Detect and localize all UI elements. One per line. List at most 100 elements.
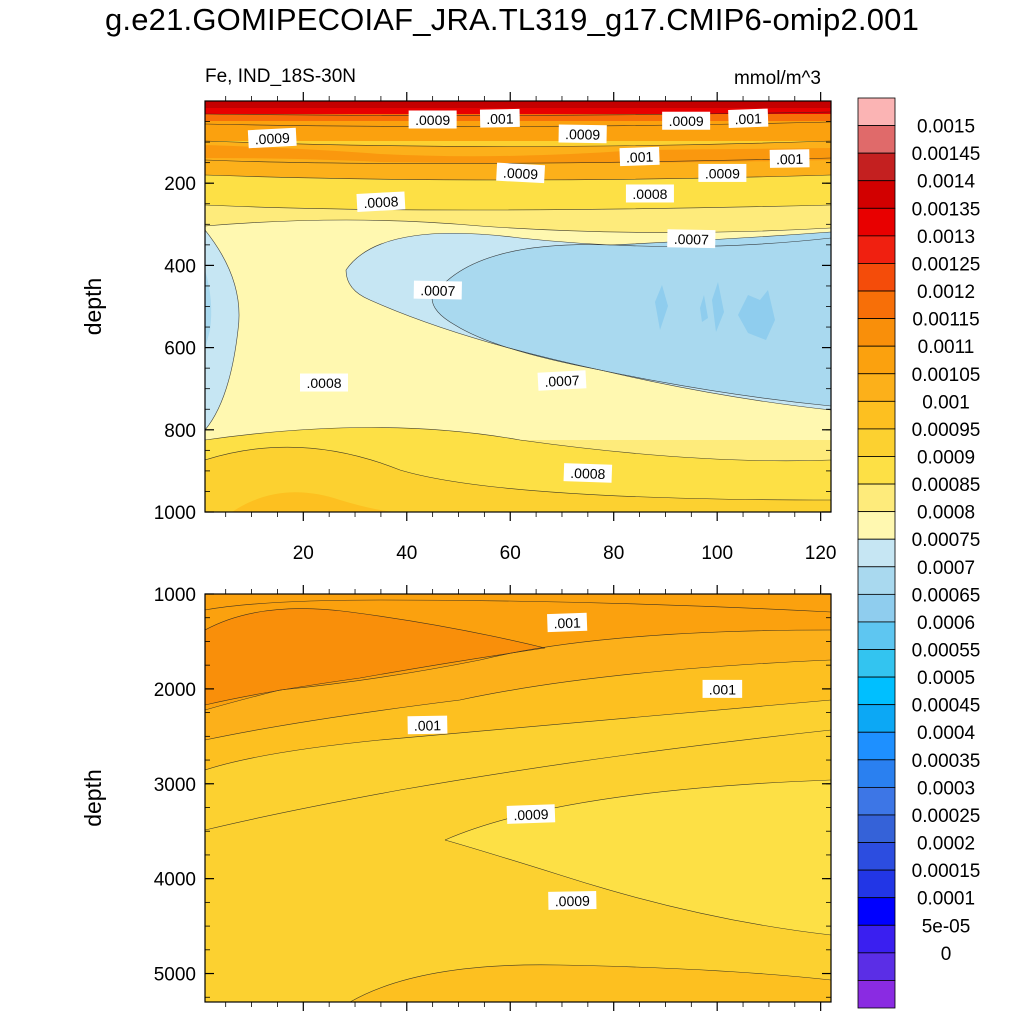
colorbar-label: 0.0011 bbox=[918, 337, 975, 358]
colorbar-label: 0.0014 bbox=[917, 172, 976, 193]
lower-ytick-label: 2000 bbox=[154, 680, 196, 701]
lower-contour-label: .001 bbox=[702, 679, 743, 698]
colorbar-swatch bbox=[857, 152, 896, 182]
upper-ytick-label: 400 bbox=[164, 256, 196, 277]
colorbar-label: 0.00095 bbox=[912, 420, 981, 441]
lower-plot-frame bbox=[204, 593, 832, 1003]
colorbar-label: 0.0009 bbox=[917, 447, 975, 468]
upper-contour-label: .0008 bbox=[563, 463, 613, 483]
colorbar-label: 0.00055 bbox=[912, 641, 981, 662]
upper-contour-label: .0009 bbox=[247, 127, 297, 149]
upper-contour-label: .0008 bbox=[625, 184, 674, 203]
colorbar-swatch bbox=[857, 483, 896, 513]
lower-contour-label: .001 bbox=[547, 612, 588, 633]
colorbar-label: 0.0002 bbox=[917, 834, 975, 855]
colorbar-label: 0.00135 bbox=[912, 199, 981, 220]
colorbar-swatch bbox=[857, 924, 896, 954]
upper-contour-label-text: .0009 bbox=[565, 126, 601, 143]
upper-contour-label-text: .0008 bbox=[570, 465, 606, 482]
lower-ylabel: depth bbox=[80, 769, 106, 827]
upper-contour-label-text: .0007 bbox=[420, 282, 456, 299]
colorbar-label: 0.0001 bbox=[917, 889, 975, 910]
colorbar-swatch bbox=[857, 786, 896, 816]
colorbar-swatch bbox=[857, 125, 896, 154]
colorbar-swatch bbox=[857, 97, 896, 126]
upper-contour-label-bg bbox=[247, 127, 297, 149]
colorbar-label: 0.00115 bbox=[912, 310, 979, 331]
colorbar-swatch bbox=[857, 952, 896, 981]
upper-contour-label: .0009 bbox=[698, 163, 747, 182]
lower-contour-label-text: .001 bbox=[553, 614, 581, 631]
upper-contour-label: .0009 bbox=[558, 124, 607, 144]
upper-contour-label: .0009 bbox=[662, 111, 711, 130]
upper-contour-label-bg bbox=[698, 163, 747, 182]
colorbar-swatch bbox=[857, 649, 896, 678]
upper-contour-label: .0007 bbox=[413, 280, 462, 300]
upper-xtick-label: 40 bbox=[396, 543, 417, 564]
colorbar-label: 0.00035 bbox=[912, 751, 981, 772]
upper-contour-label-bg bbox=[299, 373, 348, 392]
lower-contour-label-text: .001 bbox=[414, 717, 442, 733]
upper-contour-label: .0008 bbox=[299, 373, 348, 392]
lower-contour-field bbox=[205, 594, 831, 1002]
upper-contour-label: .0007 bbox=[537, 370, 587, 391]
upper-contour-label: .001 bbox=[769, 149, 810, 168]
upper-contour-label-text: .001 bbox=[734, 110, 762, 127]
upper-contour-label-text: .0009 bbox=[669, 113, 704, 129]
lower-ytick-label: 1000 bbox=[154, 585, 196, 606]
colorbar-swatch bbox=[857, 731, 896, 761]
colorbar-swatch bbox=[857, 538, 896, 568]
lower-contour-label: .001 bbox=[407, 715, 448, 735]
upper-contour-label: .0007 bbox=[667, 229, 716, 249]
upper-contour-label-text: .001 bbox=[626, 149, 654, 166]
upper-contour-label-bg bbox=[563, 463, 613, 483]
lower-contour-label-text: .0009 bbox=[555, 893, 591, 910]
colorbar-swatch bbox=[857, 318, 896, 347]
upper-contour-label-bg bbox=[356, 191, 406, 212]
colorbar-swatch bbox=[857, 428, 896, 457]
colorbar-swatch bbox=[857, 980, 896, 1009]
colorbar-swatch bbox=[857, 180, 896, 209]
colorbar-label: 0.00085 bbox=[912, 475, 981, 496]
colorbar-label: 0.0008 bbox=[917, 503, 975, 524]
lower-contour-label-bg bbox=[547, 612, 588, 633]
upper-contour-label: .001 bbox=[728, 108, 769, 128]
upper-contour-label-text: .001 bbox=[486, 111, 514, 127]
upper-contour-label-bg bbox=[662, 111, 711, 130]
colorbar-swatch bbox=[857, 759, 896, 788]
upper-contour-label-bg bbox=[408, 110, 457, 129]
colorbar-swatch bbox=[857, 869, 896, 899]
upper-contour-label-text: .0008 bbox=[632, 186, 667, 202]
colorbar-swatch bbox=[857, 263, 896, 292]
contour-labels-layer: .0009 .001 .0009 .001 .0009 .0009 .001 .001 .000… bbox=[247, 108, 810, 910]
upper-contour-label-bg bbox=[496, 162, 546, 184]
upper-ytick-label: 800 bbox=[164, 421, 196, 442]
colorbar-label: 0.0005 bbox=[917, 668, 975, 689]
upper-contour-label-text: .0009 bbox=[705, 165, 740, 181]
upper-contour-label-bg bbox=[619, 146, 660, 167]
colorbar-swatch bbox=[857, 373, 896, 402]
upper-ylabel: depth bbox=[80, 278, 106, 336]
colorbar-label: 0.0012 bbox=[917, 282, 975, 303]
colorbar-swatch bbox=[857, 345, 896, 375]
colorbar-swatch bbox=[857, 897, 896, 926]
colorbar-label: 0.001 bbox=[922, 392, 970, 413]
upper-contour-label-text: .0008 bbox=[306, 375, 341, 391]
colorbar-swatch bbox=[857, 814, 896, 843]
lower-contour-label-text: .001 bbox=[709, 681, 736, 697]
upper-contour-label-text: .0007 bbox=[674, 231, 710, 248]
upper-xtick-label: 60 bbox=[500, 543, 521, 564]
colorbar-label: 0 bbox=[941, 944, 952, 965]
colorbar-swatch bbox=[857, 290, 896, 320]
upper-contour-label-bg bbox=[479, 108, 520, 128]
upper-contour-label-bg bbox=[769, 149, 810, 168]
lower-ytick-label: 3000 bbox=[154, 775, 196, 796]
upper-contour-label-text: .0008 bbox=[363, 193, 399, 211]
colorbar-swatch bbox=[857, 400, 896, 430]
upper-contour-label-bg bbox=[667, 229, 716, 249]
colorbar-swatch bbox=[857, 593, 896, 623]
lower-contour-label: .0009 bbox=[506, 804, 556, 824]
lower-contour-label: .0009 bbox=[548, 891, 597, 910]
upper-contour-label-text: .001 bbox=[776, 151, 804, 167]
